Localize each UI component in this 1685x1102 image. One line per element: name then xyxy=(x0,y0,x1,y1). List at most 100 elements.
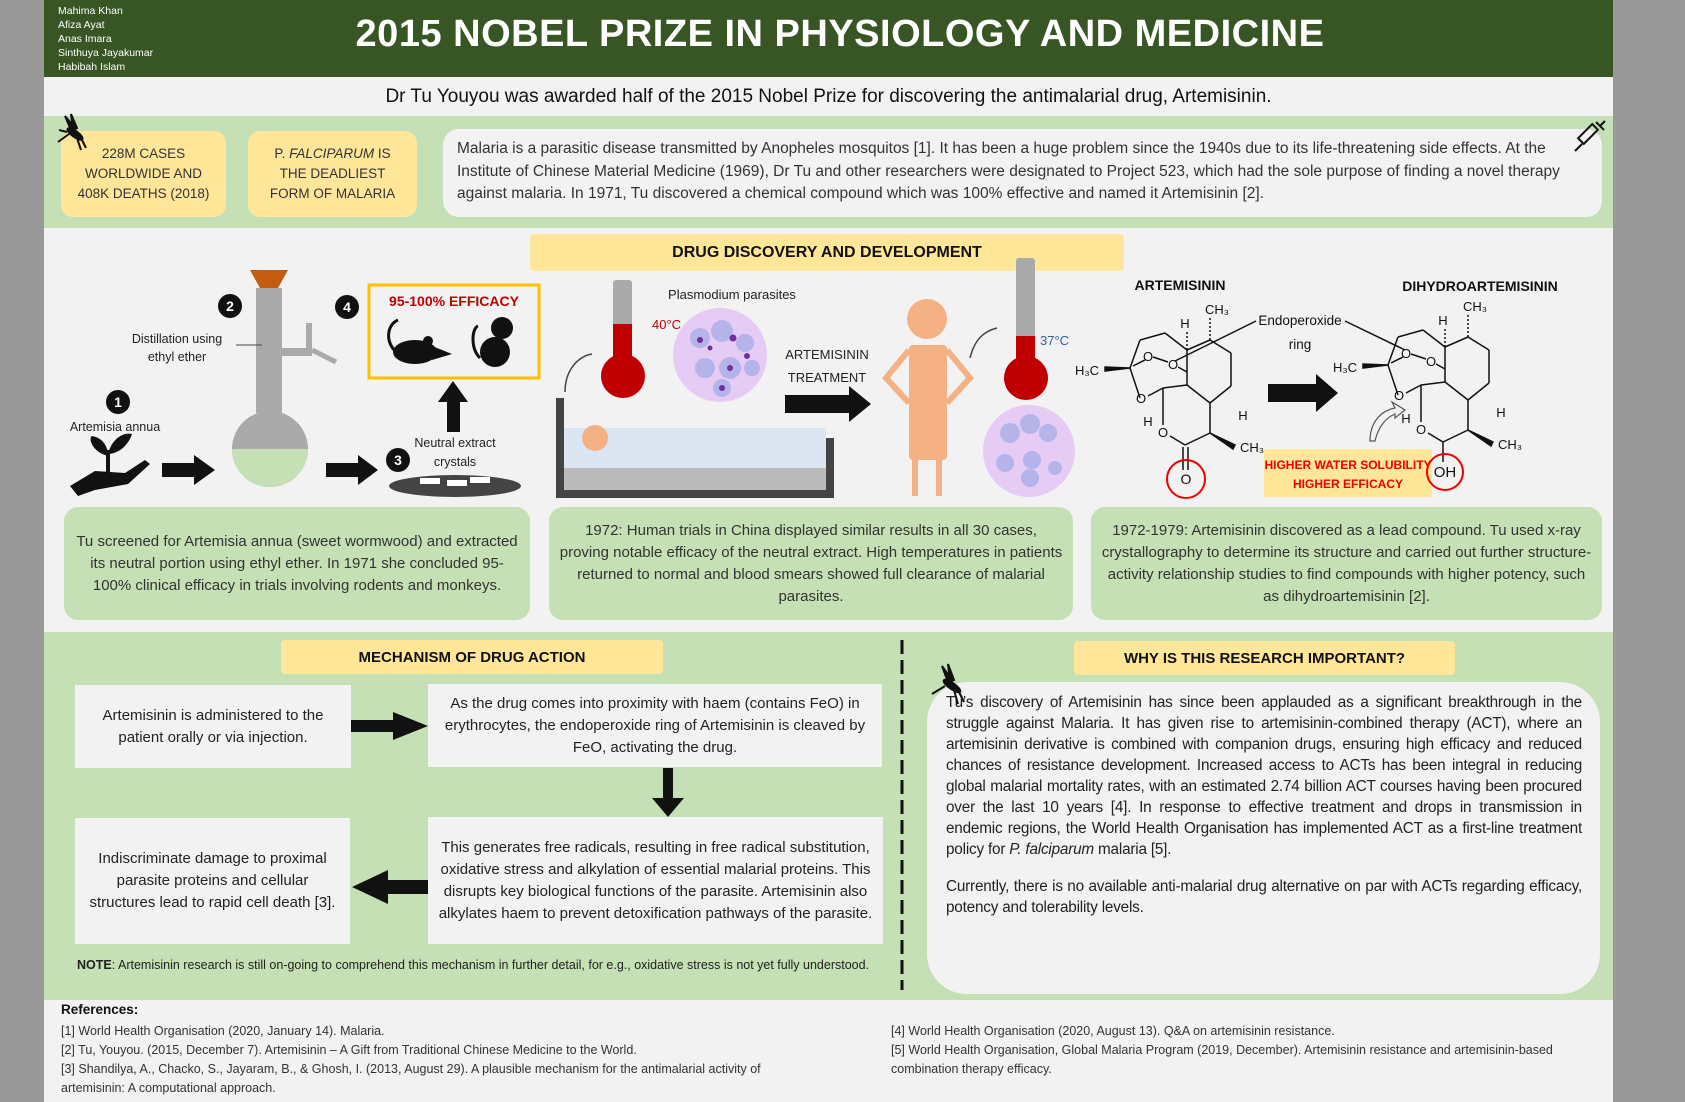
benefit-label: HIGHER WATER SOLUBILITY xyxy=(1264,458,1431,472)
author: Anas Imara xyxy=(58,33,112,45)
mechanism-step-3: This generates free radicals, resulting … xyxy=(428,817,883,944)
bond xyxy=(1467,382,1490,401)
curved-arrow-icon xyxy=(1369,400,1407,442)
atom-label: O xyxy=(1426,354,1436,369)
bond xyxy=(1444,336,1469,348)
fact-box-cases: 228M CASES WORLDWIDE AND 408K DEATHS (20… xyxy=(61,131,226,217)
atom-label: H₃C xyxy=(1075,363,1099,378)
bond xyxy=(1422,329,1446,348)
author: Mahima Khan xyxy=(58,5,123,17)
atom-label: H₃C xyxy=(1333,360,1357,375)
bond xyxy=(1442,429,1469,443)
mechanism-note: NOTE: Artemisinin research is still on-g… xyxy=(77,958,870,972)
bond xyxy=(1164,332,1188,351)
atom-label: O xyxy=(1416,422,1426,437)
atom-label: O xyxy=(1401,346,1411,361)
svg-text:4: 4 xyxy=(343,299,351,315)
references-left: [1] World Health Organisation (2020, Jan… xyxy=(61,1022,821,1098)
bond xyxy=(1209,385,1232,404)
bond xyxy=(1427,432,1444,443)
bond xyxy=(1139,332,1166,341)
treatment-label: ARTEMISININ xyxy=(785,347,869,362)
atom-label: O xyxy=(1158,425,1168,440)
parasites-label: Plasmodium parasites xyxy=(668,287,796,302)
monkey-icon xyxy=(471,317,513,367)
arrow-right-icon xyxy=(351,712,428,740)
bond xyxy=(1435,363,1446,370)
poster-subtitle: Dr Tu Youyou was awarded half of the 201… xyxy=(385,86,1272,107)
wedge-bond xyxy=(1104,366,1131,372)
carbonyl-highlight xyxy=(1166,459,1206,499)
svg-text:2: 2 xyxy=(226,298,234,314)
discovery-box-trials: 1972: Human trials in China displayed si… xyxy=(549,507,1073,620)
bed-icon xyxy=(556,398,834,498)
author-list: Mahima Khan Afiza Ayat Anas Imara Sinthu… xyxy=(58,4,153,74)
svg-text:3: 3 xyxy=(394,452,402,468)
bond xyxy=(1184,432,1211,446)
atom-label: H xyxy=(1438,313,1447,328)
atom-label: OH xyxy=(1434,464,1457,481)
arrow-icon xyxy=(162,455,215,485)
section-title-importance: WHY IS THIS RESEARCH IMPORTANT? xyxy=(1074,641,1455,675)
clear-blood-smear-icon xyxy=(983,405,1075,497)
arrow-up-icon xyxy=(438,381,468,432)
arrow-icon xyxy=(785,386,871,422)
neutral-extract-label: Neutral extract xyxy=(414,436,496,450)
atom-label: CH₃ xyxy=(1498,437,1522,452)
bond xyxy=(1387,364,1399,396)
mosquito-icon xyxy=(57,113,87,151)
arrow-down-icon xyxy=(652,768,684,817)
arrow-icon xyxy=(326,455,378,485)
plant-hand-icon xyxy=(70,433,150,496)
fact-box-falciparum: P. FALCIPARUM IS THE DEADLIEST FORM OF M… xyxy=(248,131,417,217)
bond xyxy=(1444,381,1469,401)
reference-item: [2] Tu, Youyou. (2015, December 7). Arte… xyxy=(61,1043,637,1057)
hydroxyl-highlight xyxy=(1426,453,1464,491)
poster-title: 2015 NOBEL PRIZE IN PHYSIOLOGY AND MEDIC… xyxy=(355,13,1325,55)
thermometer-icon xyxy=(601,280,645,398)
bond xyxy=(1132,359,1146,367)
bond xyxy=(1390,356,1404,364)
bond xyxy=(1169,435,1186,446)
infected-blood-smear-icon xyxy=(673,308,767,402)
header-bar xyxy=(44,0,1613,77)
rat-icon xyxy=(387,318,452,364)
atom-label: H xyxy=(1496,405,1505,420)
dihydroartemisinin-label: DIHYDROARTEMISININ xyxy=(1402,278,1558,294)
wedge-bond xyxy=(1467,429,1495,448)
plant-label: Artemisia annua xyxy=(70,420,160,434)
temp-high-label: 40°C xyxy=(652,317,681,332)
arrow-left-icon xyxy=(352,870,428,904)
step-3-badge: 3 xyxy=(386,448,410,472)
step-4-badge: 4 xyxy=(335,295,359,319)
crystal-dish-icon xyxy=(389,475,521,497)
svg-text:1: 1 xyxy=(114,394,122,410)
bond xyxy=(1467,336,1490,351)
thermometer-icon xyxy=(1004,258,1048,400)
mechanism-step-2: As the drug comes into proximity with ha… xyxy=(428,684,882,767)
bond xyxy=(1387,336,1399,366)
wedge-bond xyxy=(1209,432,1237,451)
bond xyxy=(1177,366,1188,373)
step-1-badge: 1 xyxy=(106,390,130,414)
atom-label: H xyxy=(1143,414,1152,429)
bond xyxy=(1186,384,1211,404)
reference-item: [4] World Health Organisation (2020, Aug… xyxy=(891,1024,1335,1038)
fact-text: P. FALCIPARUM IS THE DEADLIEST FORM OF M… xyxy=(269,146,396,201)
bond xyxy=(1147,387,1164,397)
atom-label: H xyxy=(1238,408,1247,423)
bond xyxy=(1129,339,1141,369)
discovery-box-structure: 1972-1979: Artemisinin discovered as a l… xyxy=(1091,507,1602,620)
atom-label: CH₃ xyxy=(1463,299,1487,314)
author: Sinthuya Jayakumar xyxy=(58,47,154,59)
arrow-icon xyxy=(1268,374,1338,412)
references-heading: References: xyxy=(61,1002,139,1017)
bond xyxy=(1162,384,1188,389)
atom-label: CH₃ xyxy=(1240,440,1264,455)
atom-label: O xyxy=(1394,388,1404,403)
syringe-icon xyxy=(1574,120,1606,152)
author: Afiza Ayat xyxy=(58,19,105,31)
atom-label: O xyxy=(1168,357,1178,372)
benefit-box xyxy=(1264,449,1432,497)
